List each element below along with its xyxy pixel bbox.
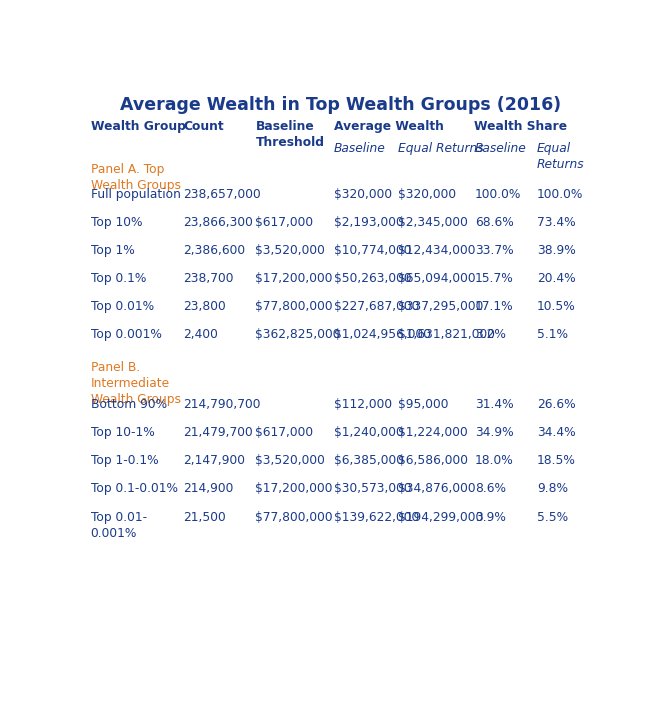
Text: $6,586,000: $6,586,000: [398, 454, 468, 468]
Text: 5.5%: 5.5%: [537, 510, 568, 524]
Text: $362,825,000: $362,825,000: [256, 328, 341, 341]
Text: 100.0%: 100.0%: [475, 188, 521, 200]
Text: 100.0%: 100.0%: [537, 188, 583, 200]
Text: 3.9%: 3.9%: [475, 510, 506, 524]
Text: 23,800: 23,800: [183, 300, 226, 313]
Text: 2,400: 2,400: [183, 328, 218, 341]
Text: Average Wealth: Average Wealth: [334, 121, 444, 133]
Text: Top 0.01%: Top 0.01%: [91, 300, 154, 313]
Text: 8.6%: 8.6%: [475, 482, 506, 496]
Text: $227,687,000: $227,687,000: [333, 300, 419, 313]
Text: Count: Count: [183, 121, 224, 133]
Text: 238,700: 238,700: [183, 272, 234, 285]
Text: Full population: Full population: [91, 188, 181, 200]
Text: $34,876,000: $34,876,000: [398, 482, 475, 496]
Text: Top 0.1-0.01%: Top 0.1-0.01%: [91, 482, 178, 496]
Text: 38.9%: 38.9%: [537, 244, 576, 257]
Text: 21,500: 21,500: [183, 510, 226, 524]
Text: Equal Returns: Equal Returns: [398, 142, 483, 155]
Text: 21,479,700: 21,479,700: [183, 426, 253, 440]
Text: 10.5%: 10.5%: [537, 300, 576, 313]
Text: Top 1%: Top 1%: [91, 244, 135, 257]
Text: $1,240,000: $1,240,000: [333, 426, 403, 440]
Text: 2,386,600: 2,386,600: [183, 244, 246, 257]
Text: $12,434,000: $12,434,000: [398, 244, 475, 257]
Text: 238,657,000: 238,657,000: [183, 188, 261, 200]
Text: 31.4%: 31.4%: [475, 398, 514, 411]
Text: $139,622,000: $139,622,000: [333, 510, 419, 524]
Text: 20.4%: 20.4%: [537, 272, 576, 285]
Text: 18.0%: 18.0%: [475, 454, 514, 468]
Text: $2,193,000: $2,193,000: [333, 216, 403, 229]
Text: $77,800,000: $77,800,000: [256, 300, 333, 313]
Text: $10,774,000: $10,774,000: [333, 244, 411, 257]
Text: 17.1%: 17.1%: [475, 300, 514, 313]
Text: Wealth Share: Wealth Share: [473, 121, 566, 133]
Text: $17,200,000: $17,200,000: [256, 272, 333, 285]
Text: 214,900: 214,900: [183, 482, 234, 496]
Text: $112,000: $112,000: [333, 398, 392, 411]
Text: 5.1%: 5.1%: [537, 328, 568, 341]
Text: $320,000: $320,000: [398, 188, 456, 200]
Text: $3,520,000: $3,520,000: [256, 244, 325, 257]
Text: $1,631,821,000: $1,631,821,000: [398, 328, 495, 341]
Text: Top 0.001%: Top 0.001%: [91, 328, 161, 341]
Text: $1,024,956,000: $1,024,956,000: [333, 328, 431, 341]
Text: 15.7%: 15.7%: [475, 272, 514, 285]
Text: Average Wealth in Top Wealth Groups (2016): Average Wealth in Top Wealth Groups (201…: [120, 96, 561, 114]
Text: 214,790,700: 214,790,700: [183, 398, 261, 411]
Text: Equal
Returns: Equal Returns: [537, 142, 584, 171]
Text: $77,800,000: $77,800,000: [256, 510, 333, 524]
Text: 34.4%: 34.4%: [537, 426, 576, 440]
Text: $617,000: $617,000: [256, 426, 313, 440]
Text: $65,094,000: $65,094,000: [398, 272, 475, 285]
Text: 23,866,300: 23,866,300: [183, 216, 253, 229]
Text: 26.6%: 26.6%: [537, 398, 576, 411]
Text: 34.9%: 34.9%: [475, 426, 514, 440]
Text: 2,147,900: 2,147,900: [183, 454, 245, 468]
Text: Panel A. Top
Wealth Groups: Panel A. Top Wealth Groups: [91, 163, 181, 193]
Text: $6,385,000: $6,385,000: [333, 454, 404, 468]
Text: 68.6%: 68.6%: [475, 216, 514, 229]
Text: Top 0.1%: Top 0.1%: [91, 272, 146, 285]
Text: $17,200,000: $17,200,000: [256, 482, 333, 496]
Text: 9.8%: 9.8%: [537, 482, 568, 496]
Text: $95,000: $95,000: [398, 398, 448, 411]
Text: Baseline
Threshold: Baseline Threshold: [256, 121, 325, 149]
Text: $320,000: $320,000: [333, 188, 392, 200]
Text: $30,573,000: $30,573,000: [333, 482, 411, 496]
Text: Wealth Group: Wealth Group: [91, 121, 186, 133]
Text: $1,224,000: $1,224,000: [398, 426, 467, 440]
Text: Top 10%: Top 10%: [91, 216, 142, 229]
Text: $194,299,000: $194,299,000: [398, 510, 483, 524]
Text: $3,520,000: $3,520,000: [256, 454, 325, 468]
Text: 73.4%: 73.4%: [537, 216, 576, 229]
Text: 33.7%: 33.7%: [475, 244, 514, 257]
Text: $337,295,000: $337,295,000: [398, 300, 483, 313]
Text: $2,345,000: $2,345,000: [398, 216, 468, 229]
Text: Panel B.
Intermediate
Wealth Groups: Panel B. Intermediate Wealth Groups: [91, 361, 181, 406]
Text: Top 10-1%: Top 10-1%: [91, 426, 155, 440]
Text: 3.2%: 3.2%: [475, 328, 506, 341]
Text: Bottom 90%: Bottom 90%: [91, 398, 167, 411]
Text: $50,263,000: $50,263,000: [333, 272, 411, 285]
Text: 18.5%: 18.5%: [537, 454, 576, 468]
Text: Baseline: Baseline: [333, 142, 385, 155]
Text: Top 1-0.1%: Top 1-0.1%: [91, 454, 158, 468]
Text: $617,000: $617,000: [256, 216, 313, 229]
Text: Top 0.01-
0.001%: Top 0.01- 0.001%: [91, 510, 147, 540]
Text: Baseline: Baseline: [475, 142, 527, 155]
